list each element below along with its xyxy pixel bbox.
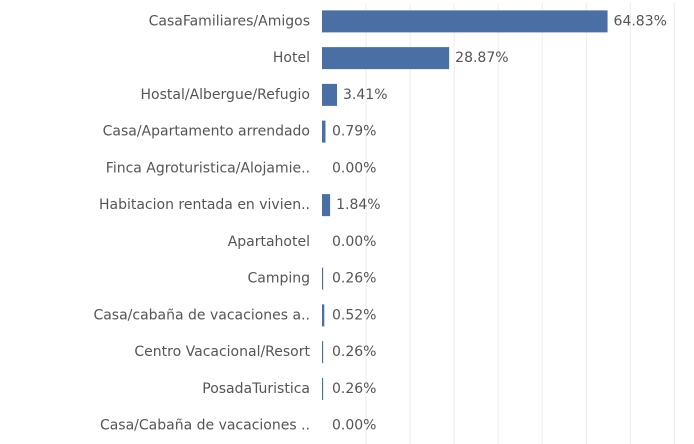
value-label: 0.26%	[332, 381, 376, 397]
value-label: 3.41%	[343, 87, 387, 103]
value-label: 0.26%	[332, 344, 376, 360]
bar	[322, 194, 331, 217]
category-label: Hostal/Albergue/Refugio	[141, 87, 310, 103]
value-label: 1.84%	[336, 197, 380, 213]
bar	[322, 341, 324, 364]
bar	[322, 47, 450, 70]
category-label: Apartahotel	[228, 234, 310, 250]
bar	[322, 377, 324, 400]
category-label: Hotel	[273, 50, 310, 66]
value-label: 0.26%	[332, 271, 376, 287]
value-label: 0.00%	[332, 418, 376, 434]
bar	[322, 10, 608, 33]
value-label: 64.83%	[614, 13, 667, 29]
category-label: Finca Agroturistica/Alojamie..	[106, 160, 310, 176]
value-label: 0.79%	[332, 124, 376, 140]
bar	[322, 83, 338, 106]
value-label: 0.00%	[332, 234, 376, 250]
category-label: PosadaTuristica	[202, 381, 310, 397]
bar	[322, 120, 326, 143]
category-label: Centro Vacacional/Resort	[134, 344, 310, 360]
category-label: Casa/Apartamento arrendado	[103, 124, 310, 140]
value-label: 0.52%	[332, 307, 376, 323]
bar	[322, 267, 324, 290]
value-label: 0.00%	[332, 160, 376, 176]
category-label: Casa/Cabaña de vacaciones ..	[100, 418, 310, 434]
bar	[322, 304, 325, 327]
category-label: CasaFamiliares/Amigos	[149, 13, 310, 29]
category-label: Camping	[247, 271, 310, 287]
category-label: Habitacion rentada en vivien..	[99, 197, 310, 213]
value-label: 28.87%	[455, 50, 508, 66]
category-label: Casa/cabaña de vacaciones a..	[93, 307, 310, 323]
